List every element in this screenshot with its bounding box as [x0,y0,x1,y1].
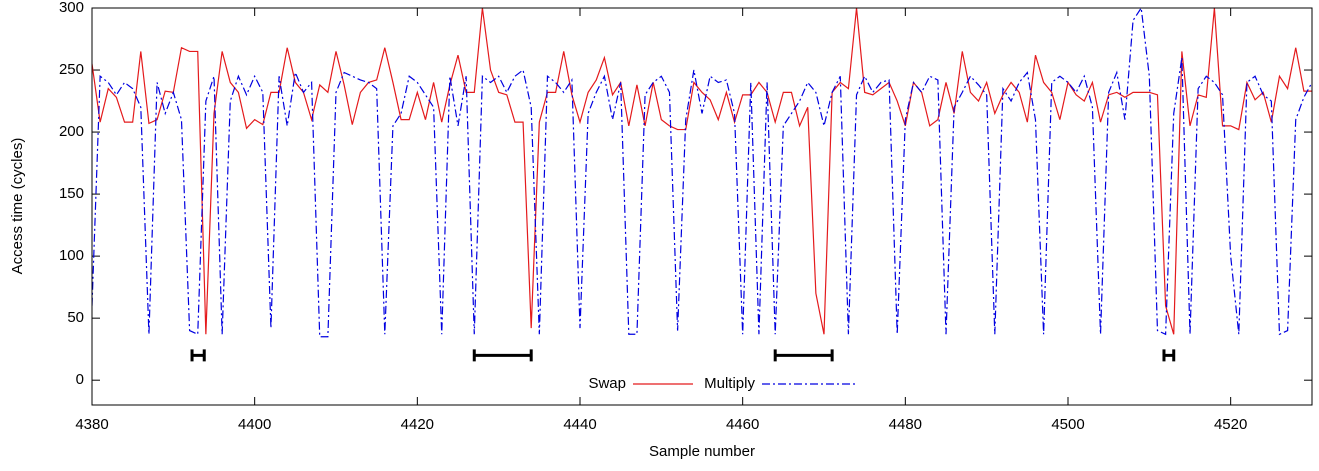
legend-label: Swap [588,375,626,392]
x-tick-label: 4500 [1051,416,1084,433]
x-tick-label: 4420 [401,416,434,433]
y-tick-label: 150 [59,185,84,202]
series-line [92,8,1312,338]
x-tick-label: 4520 [1214,416,1247,433]
x-tick-label: 4480 [889,416,922,433]
y-tick-label: 300 [59,0,84,16]
legend-label: Multiply [704,375,755,392]
y-tick-label: 50 [67,309,84,326]
x-tick-label: 4460 [726,416,759,433]
x-axis-label: Sample number [649,443,755,460]
y-tick-label: 100 [59,247,84,264]
y-axis-label: Access time (cycles) [9,138,26,275]
x-tick-label: 4380 [75,416,108,433]
y-tick-label: 0 [76,371,84,388]
plot-frame [91,7,1313,406]
series-line [92,8,1312,335]
y-tick-label: 200 [59,123,84,140]
y-tick-label: 250 [59,61,84,78]
x-tick-label: 4440 [563,416,596,433]
x-tick-label: 4400 [238,416,271,433]
